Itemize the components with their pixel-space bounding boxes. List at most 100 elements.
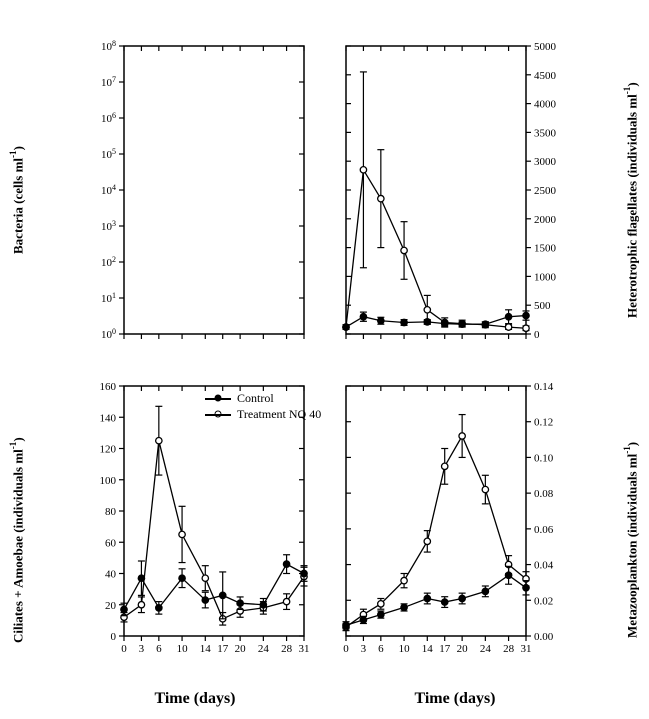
- treatment-point: [424, 538, 430, 544]
- chart-ciliates: 03610141720242831020406080100120140160: [80, 380, 310, 670]
- control-line: [124, 564, 304, 609]
- control-point: [156, 605, 162, 611]
- control-point: [401, 319, 407, 325]
- svg-text:0.04: 0.04: [534, 560, 554, 572]
- svg-text:2500: 2500: [534, 185, 557, 197]
- control-point: [505, 572, 511, 578]
- legend: Control Treatment NQ 40: [205, 390, 321, 422]
- control-point: [237, 600, 243, 606]
- chart-hf: 0500100015002000250030003500400045005000: [340, 40, 570, 340]
- svg-text:31: 31: [299, 643, 310, 655]
- svg-text:1000: 1000: [534, 271, 557, 283]
- legend-treatment-symbol: [205, 408, 231, 420]
- treatment-point: [378, 601, 384, 607]
- svg-text:31: 31: [521, 643, 532, 655]
- svg-text:160: 160: [100, 381, 117, 393]
- control-point: [401, 604, 407, 610]
- svg-text:100: 100: [101, 327, 116, 341]
- panel-tl: 100 101 102 103 104 105 106 107 108: [80, 40, 310, 340]
- control-point: [442, 599, 448, 605]
- treatment-point: [401, 247, 407, 253]
- xlabel-right: Time (days): [340, 690, 570, 708]
- svg-text:20: 20: [105, 600, 117, 612]
- svg-text:0.10: 0.10: [534, 452, 554, 464]
- control-point: [343, 622, 349, 628]
- treatment-line: [346, 436, 526, 627]
- svg-text:2000: 2000: [534, 214, 557, 226]
- control-point: [202, 597, 208, 603]
- legend-control: Control: [205, 390, 321, 406]
- treatment-point: [424, 307, 430, 313]
- svg-text:3: 3: [139, 643, 145, 655]
- svg-text:107: 107: [101, 75, 116, 90]
- treatment-point: [179, 531, 185, 537]
- svg-text:140: 140: [100, 412, 117, 424]
- svg-text:60: 60: [105, 537, 117, 549]
- svg-text:3500: 3500: [534, 127, 557, 139]
- treatment-point: [138, 602, 144, 608]
- svg-text:10: 10: [399, 643, 411, 655]
- control-point: [121, 606, 127, 612]
- svg-text:14: 14: [422, 643, 434, 655]
- svg-text:0: 0: [121, 643, 127, 655]
- control-line: [346, 575, 526, 625]
- control-line: [346, 316, 526, 328]
- control-point: [424, 595, 430, 601]
- panel-br: 036101417202428310.000.020.040.060.080.1…: [340, 380, 570, 670]
- svg-text:103: 103: [101, 219, 116, 234]
- panel-bl: 03610141720242831020406080100120140160: [80, 380, 310, 670]
- ylabel-metazoo: Metazooplankton (individuals ml-1): [622, 400, 640, 680]
- svg-text:0: 0: [534, 329, 540, 340]
- treatment-point: [482, 486, 488, 492]
- control-point: [378, 611, 384, 617]
- svg-text:104: 104: [101, 183, 116, 198]
- treatment-point: [378, 195, 384, 201]
- control-point: [301, 570, 307, 576]
- treatment-point: [523, 325, 529, 331]
- treatment-line: [124, 441, 304, 619]
- svg-text:1500: 1500: [534, 243, 557, 255]
- svg-text:108: 108: [101, 40, 116, 53]
- svg-text:0: 0: [343, 643, 349, 655]
- control-point: [138, 575, 144, 581]
- control-point: [220, 592, 226, 598]
- control-point: [283, 561, 289, 567]
- svg-text:0.14: 0.14: [534, 381, 554, 393]
- svg-text:24: 24: [480, 643, 492, 655]
- control-point: [360, 314, 366, 320]
- chart-bacteria: 100 101 102 103 104 105 106 107 108: [80, 40, 310, 340]
- treatment-point: [156, 437, 162, 443]
- xlabel-left: Time (days): [80, 690, 310, 708]
- svg-text:0.08: 0.08: [534, 488, 554, 500]
- svg-text:106: 106: [101, 111, 116, 126]
- svg-text:28: 28: [503, 643, 515, 655]
- control-point: [459, 321, 465, 327]
- treatment-point: [505, 324, 511, 330]
- svg-text:6: 6: [156, 643, 162, 655]
- chart-metazoo: 036101417202428310.000.020.040.060.080.1…: [340, 380, 570, 670]
- legend-treatment-label: Treatment NQ 40: [237, 406, 321, 422]
- control-point: [424, 319, 430, 325]
- svg-text:6: 6: [378, 643, 384, 655]
- legend-treatment: Treatment NQ 40: [205, 406, 321, 422]
- svg-text:4000: 4000: [534, 99, 557, 111]
- svg-text:14: 14: [200, 643, 212, 655]
- svg-text:100: 100: [100, 475, 117, 487]
- svg-text:10: 10: [177, 643, 189, 655]
- treatment-point: [459, 433, 465, 439]
- svg-text:102: 102: [101, 255, 116, 270]
- svg-text:101: 101: [101, 291, 116, 306]
- svg-text:105: 105: [101, 147, 116, 162]
- svg-text:80: 80: [105, 506, 117, 518]
- svg-text:0.02: 0.02: [534, 595, 553, 607]
- svg-text:0.00: 0.00: [534, 631, 554, 643]
- ylabel-hf: Heterotrophic flagellates (individuals m…: [622, 50, 640, 350]
- svg-text:120: 120: [100, 444, 117, 456]
- treatment-point: [360, 167, 366, 173]
- svg-text:20: 20: [235, 643, 247, 655]
- treatment-point: [283, 598, 289, 604]
- svg-text:4500: 4500: [534, 70, 557, 82]
- control-point: [343, 324, 349, 330]
- svg-text:3: 3: [361, 643, 367, 655]
- control-point: [482, 588, 488, 594]
